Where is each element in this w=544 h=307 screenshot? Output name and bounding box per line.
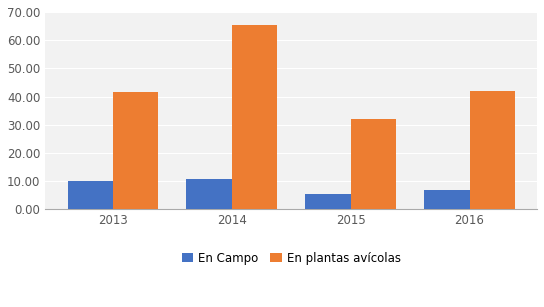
Bar bbox=[424, 190, 469, 209]
Bar bbox=[67, 181, 113, 209]
Bar bbox=[232, 25, 277, 209]
Legend: En Campo, En plantas avícolas: En Campo, En plantas avícolas bbox=[177, 247, 405, 269]
Bar bbox=[350, 119, 396, 209]
Bar bbox=[113, 92, 158, 209]
Bar bbox=[187, 179, 232, 209]
Bar bbox=[469, 91, 515, 209]
Bar bbox=[305, 194, 350, 209]
